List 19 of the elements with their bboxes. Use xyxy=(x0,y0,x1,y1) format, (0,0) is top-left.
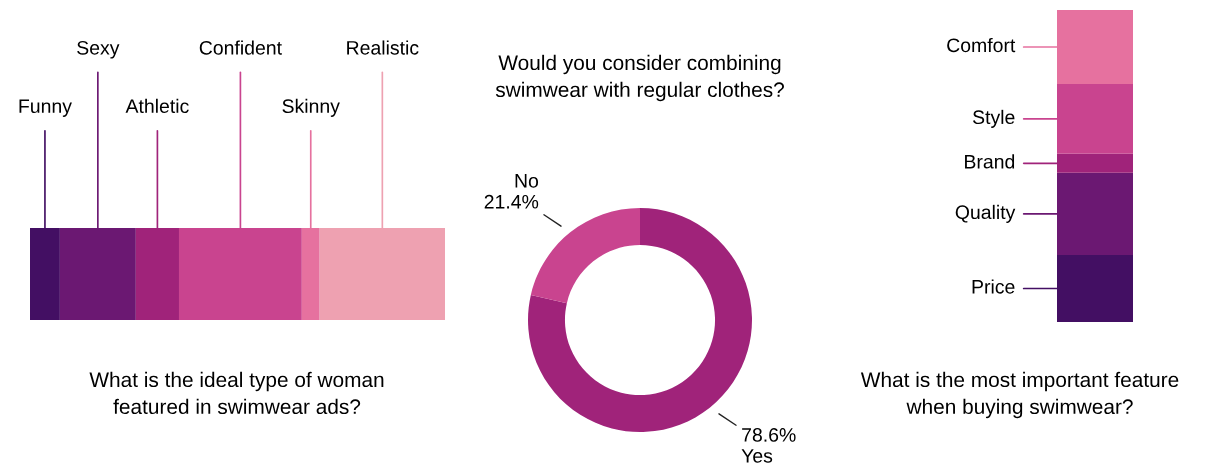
data-label: 21.4% xyxy=(484,194,539,209)
legend-label: Comfort xyxy=(947,37,1016,53)
text: What is the ideal type of woman featured in swimwear ads? xyxy=(89,371,384,415)
legend-label: Quality xyxy=(955,204,1016,223)
chart-title: Would you consider combining swimwear with regular clothes? xyxy=(495,54,784,102)
legend-label: Style xyxy=(972,109,1015,128)
text: Sexy xyxy=(77,40,120,59)
text: What is the most important feature when buying swimwear? xyxy=(860,371,1179,419)
slice-label: No xyxy=(515,174,539,188)
legend-label: Brand xyxy=(965,154,1015,169)
text: Athletic xyxy=(125,98,189,114)
text: Funny xyxy=(19,99,72,117)
data-label: 78.6% xyxy=(742,428,796,442)
text: Confident xyxy=(199,40,282,55)
legend-label: Price xyxy=(972,279,1015,294)
donut-slice xyxy=(530,208,640,304)
text: Realistic xyxy=(347,40,419,55)
slice-label: Yes xyxy=(741,449,773,463)
text: Skinny xyxy=(282,98,340,117)
